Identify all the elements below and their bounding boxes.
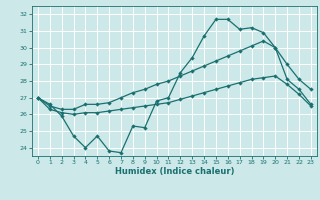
X-axis label: Humidex (Indice chaleur): Humidex (Indice chaleur) <box>115 167 234 176</box>
